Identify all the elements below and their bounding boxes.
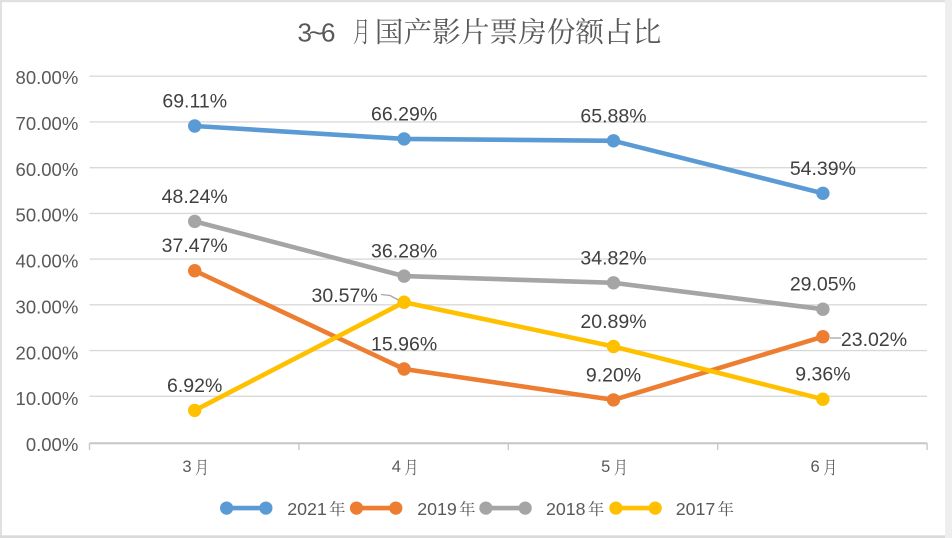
svg-text:3: 3 xyxy=(182,458,191,476)
svg-text:34.82%: 34.82% xyxy=(580,247,646,269)
svg-text:2017: 2017 xyxy=(676,499,716,519)
svg-text:2018: 2018 xyxy=(546,499,586,519)
svg-text:50.00%: 50.00% xyxy=(16,205,79,226)
svg-text:4: 4 xyxy=(392,458,401,476)
svg-text:9.36%: 9.36% xyxy=(795,364,850,386)
svg-text:30.57%: 30.57% xyxy=(312,285,378,307)
svg-text:3~6: 3~6 xyxy=(298,18,335,48)
svg-text:30.00%: 30.00% xyxy=(16,296,79,317)
svg-text:37.47%: 37.47% xyxy=(162,235,228,257)
svg-text:10.00%: 10.00% xyxy=(16,388,79,409)
svg-text:66.29%: 66.29% xyxy=(371,103,437,125)
svg-text:29.05%: 29.05% xyxy=(790,274,856,296)
svg-text:5: 5 xyxy=(601,458,610,476)
svg-text:9.20%: 9.20% xyxy=(586,364,641,386)
svg-text:6: 6 xyxy=(811,458,820,476)
svg-text:69.11%: 69.11% xyxy=(162,91,227,113)
svg-text:15.96%: 15.96% xyxy=(371,334,437,356)
svg-text:2019: 2019 xyxy=(417,499,457,519)
svg-text:20.00%: 20.00% xyxy=(16,342,79,363)
svg-text:65.88%: 65.88% xyxy=(580,105,646,127)
svg-text:60.00%: 60.00% xyxy=(16,159,79,180)
svg-text:80.00%: 80.00% xyxy=(16,67,79,88)
svg-text:2021: 2021 xyxy=(287,499,327,519)
svg-text:40.00%: 40.00% xyxy=(16,251,79,272)
svg-text:36.28%: 36.28% xyxy=(371,241,437,263)
svg-text:6.92%: 6.92% xyxy=(167,375,222,397)
svg-text:54.39%: 54.39% xyxy=(790,158,856,180)
svg-text:23.02%: 23.02% xyxy=(841,329,907,351)
svg-text:0.00%: 0.00% xyxy=(26,434,78,455)
svg-text:48.24%: 48.24% xyxy=(162,186,228,208)
svg-text:20.89%: 20.89% xyxy=(580,311,646,333)
svg-text:70.00%: 70.00% xyxy=(16,113,79,134)
